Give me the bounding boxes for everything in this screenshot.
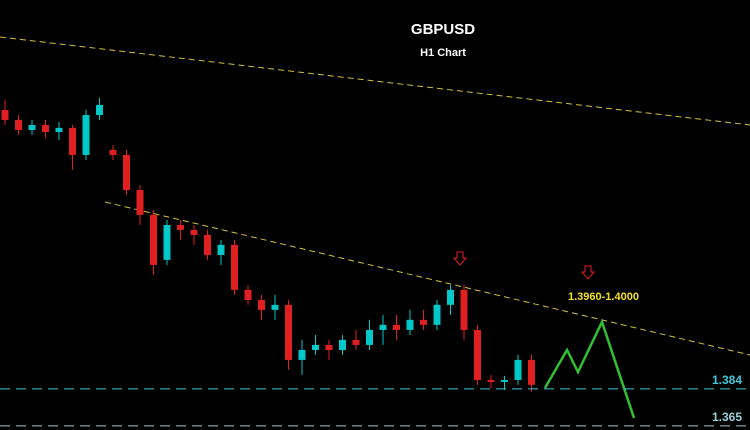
arrow-down xyxy=(580,265,596,280)
candle-body xyxy=(42,124,49,132)
chart-title: GBPUSD xyxy=(411,21,475,38)
chart-subtitle: H1 Chart xyxy=(420,47,466,59)
candle-body xyxy=(312,344,319,350)
candles xyxy=(1,97,535,392)
candle-body xyxy=(406,319,414,330)
candle-body xyxy=(366,329,373,345)
candle-body xyxy=(217,244,225,256)
candle-body xyxy=(190,229,198,235)
candle-body xyxy=(460,289,468,330)
trendline-upper xyxy=(0,36,750,126)
level-label: 1.384 xyxy=(712,373,742,387)
candle-body xyxy=(258,299,265,310)
candle-body xyxy=(231,244,238,290)
candle-body xyxy=(339,339,346,350)
projection-path xyxy=(543,318,636,419)
candle-body xyxy=(379,324,387,330)
candle-body xyxy=(487,379,495,382)
candle-body xyxy=(433,304,441,325)
candle-body xyxy=(514,359,522,380)
candle-body xyxy=(271,304,279,310)
candle-body xyxy=(447,289,454,305)
candle-body xyxy=(136,189,144,215)
candle-body xyxy=(352,339,360,345)
candle-body xyxy=(420,319,427,325)
candle-body xyxy=(163,225,171,260)
candle-body xyxy=(177,225,184,230)
candle-body xyxy=(501,379,508,382)
candle-body xyxy=(298,349,306,360)
candle-body xyxy=(109,149,117,155)
candle-body xyxy=(28,124,36,131)
candle-body xyxy=(55,127,63,132)
candle-body xyxy=(15,119,22,131)
target-annotation: 1.3960-1.4000 xyxy=(568,291,639,303)
candle-body xyxy=(528,359,535,385)
candle-body xyxy=(82,115,90,155)
candle-body xyxy=(393,324,400,330)
candle-body xyxy=(150,214,157,265)
candle-body xyxy=(244,289,252,300)
candle-body xyxy=(123,154,130,190)
candle-body xyxy=(69,127,76,155)
level-label: 1.365 xyxy=(712,410,742,424)
arrow-down xyxy=(452,251,468,266)
candle-body xyxy=(474,329,481,380)
candle-body xyxy=(96,104,103,116)
candle-body xyxy=(204,234,211,256)
candle-body xyxy=(325,344,333,350)
candle-body xyxy=(285,304,292,360)
trendline-lower xyxy=(104,201,750,356)
candle-body xyxy=(1,109,9,120)
